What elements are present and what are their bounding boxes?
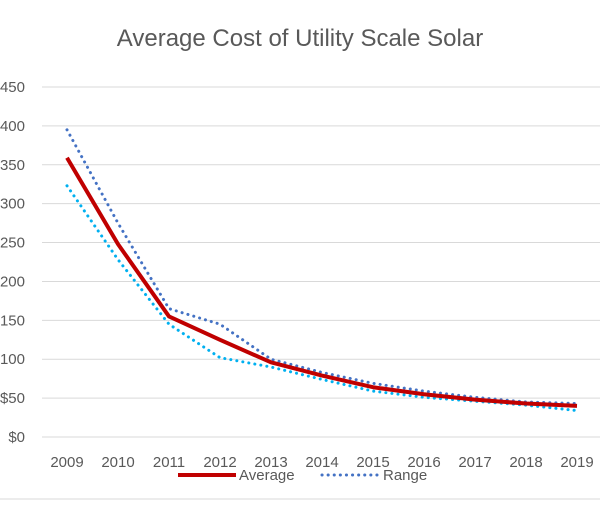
series-lines	[65, 128, 579, 413]
x-tick-label: 2018	[509, 454, 542, 471]
y-tick-label: $50	[0, 390, 25, 407]
y-tick-label: $0	[8, 429, 25, 446]
y-tick-label: $200	[0, 273, 25, 290]
x-tick-label: 2014	[305, 454, 338, 471]
x-tick-label: 2017	[458, 454, 491, 471]
y-tick-label: $450	[0, 79, 25, 96]
y-tick-label: $250	[0, 235, 25, 252]
chart-title: Average Cost of Utility Scale Solar	[117, 25, 483, 52]
x-tick-label: 2015	[356, 454, 389, 471]
y-axis-tick-labels: $0 $50 $100 $150 $200 $250 $300 $350 $400 $450	[0, 79, 25, 446]
x-axis-tick-labels: 2009 2010 2011 2012 2013 2014 2015 2016 2017 2018…	[50, 454, 593, 471]
x-tick-label: 2013	[254, 454, 287, 471]
legend-range-label: Range	[383, 467, 427, 484]
legend-average-label: Average	[239, 467, 295, 484]
y-tick-label: $300	[0, 196, 25, 213]
y-tick-label: $100	[0, 351, 25, 368]
x-tick-label: 2016	[407, 454, 440, 471]
series-line-average	[65, 156, 578, 408]
y-tick-label: $400	[0, 118, 25, 135]
y-tick-label: $150	[0, 312, 25, 329]
x-tick-label: 2011	[153, 454, 185, 471]
gridlines	[42, 86, 600, 438]
y-tick-label: $350	[0, 157, 25, 174]
x-tick-label: 2012	[203, 454, 236, 471]
x-tick-label: 2009	[50, 454, 83, 471]
legend: Average Range	[178, 467, 427, 484]
x-tick-label: 2019	[560, 454, 593, 471]
x-tick-label: 2010	[101, 454, 134, 471]
